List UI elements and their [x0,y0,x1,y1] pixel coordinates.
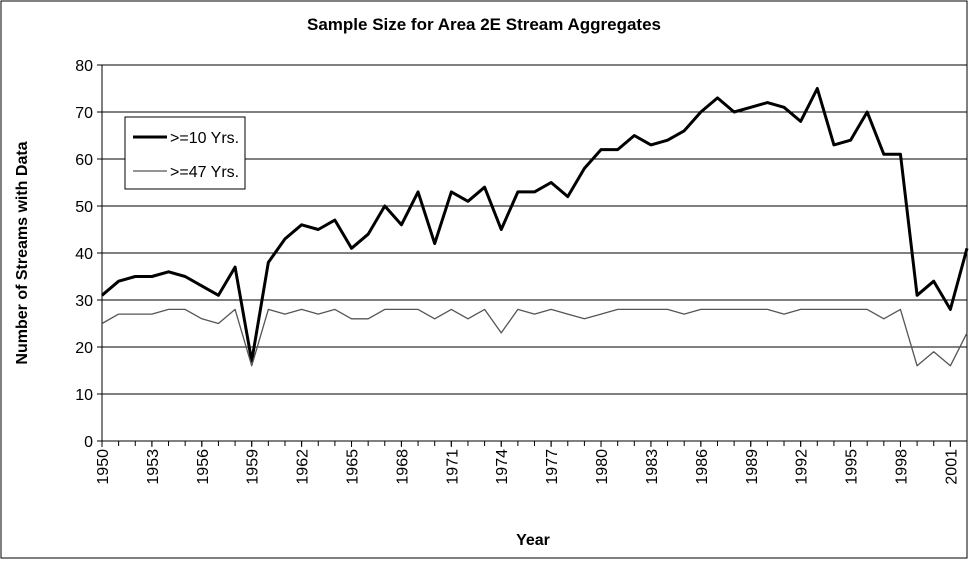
x-axis-label: Year [516,532,550,549]
x-tick-label: 1989 [744,449,761,485]
x-tick-label: 1959 [245,449,262,485]
x-tick-label: 1956 [195,449,212,485]
x-tick-label: 1998 [893,449,910,485]
x-tick-label: 1971 [444,449,461,485]
y-axis-label: Number of Streams with Data [14,141,31,364]
x-tick-label: 1983 [644,449,661,485]
legend-label: >=47 Yrs. [170,164,239,181]
x-tick-label: 1974 [494,449,511,485]
x-tick-label: 1962 [295,449,312,485]
x-tick-label: 1977 [544,449,561,485]
series-line [101,87,969,363]
y-tick-label: 70 [75,105,93,122]
legend-label: >=10 Yrs. [170,130,239,147]
series-line [101,308,968,367]
x-tick-label: 1953 [145,449,162,485]
chart-title: Sample Size for Area 2E Stream Aggregate… [307,15,661,34]
y-tick-label: 40 [75,246,93,263]
x-tick-label: 1950 [95,449,112,485]
y-tick-label: 30 [75,293,93,310]
x-tick-label: 1980 [594,449,611,485]
y-tick-label: 60 [75,152,93,169]
x-tick-label: 2001 [943,449,960,485]
y-tick-label: 80 [75,58,93,75]
y-tick-label: 20 [75,340,93,357]
legend-box [124,116,246,190]
y-tick-label: 10 [75,387,93,404]
y-tick-label: 50 [75,199,93,216]
x-tick-label: 1986 [694,449,711,485]
y-tick-label: 0 [84,434,93,451]
x-tick-label: 1968 [394,449,411,485]
x-tick-label: 1992 [794,449,811,485]
x-tick-label: 1965 [345,449,362,485]
x-tick-label: 1995 [844,449,861,485]
